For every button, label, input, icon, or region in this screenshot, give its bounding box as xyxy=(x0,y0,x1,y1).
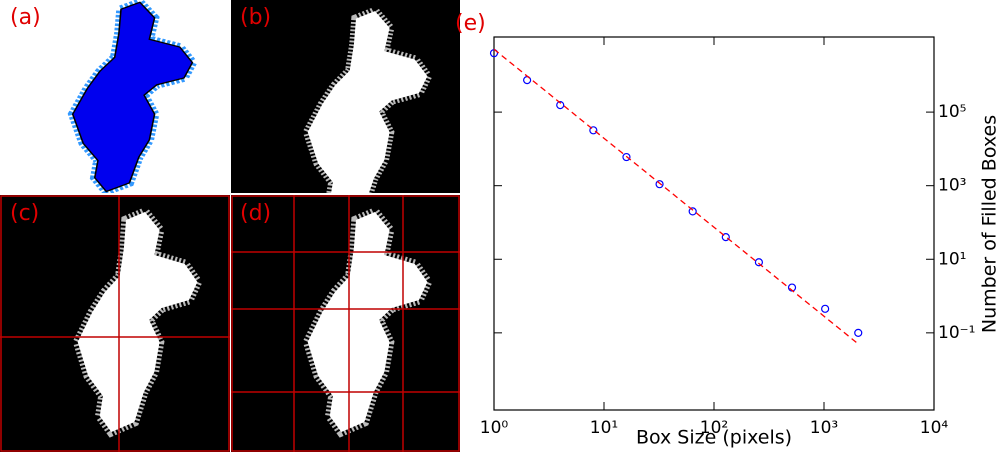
x-tick-label: 10³ xyxy=(810,418,838,438)
panel-c-image xyxy=(0,195,230,452)
data-point xyxy=(721,233,730,242)
data-point xyxy=(556,101,565,110)
x-tick-label: 10⁰ xyxy=(480,418,509,438)
panel-d-image xyxy=(231,195,460,452)
data-point xyxy=(754,258,764,267)
panel-label: (b) xyxy=(240,5,271,30)
x-tick-label: 10² xyxy=(700,418,728,438)
panel-label: (e) xyxy=(455,11,486,36)
data-point xyxy=(821,304,830,313)
x-tick-label: 10⁴ xyxy=(920,418,949,438)
fit-line xyxy=(493,48,859,345)
plot-frame xyxy=(493,36,935,411)
y-tick-label: 10⁵ xyxy=(938,102,966,122)
data-point xyxy=(688,207,697,216)
y-axis-label: Number of Filled Boxes xyxy=(979,115,1001,333)
x-axis-label: Box Size (pixels) xyxy=(636,427,792,449)
data-point xyxy=(655,180,664,189)
panel-label: (d) xyxy=(240,201,271,226)
data-point xyxy=(622,152,631,162)
y-tick-label: 10⁻¹ xyxy=(938,323,975,343)
y-tick-label: 10³ xyxy=(938,176,966,196)
panel-a-image xyxy=(0,0,230,193)
data-point xyxy=(589,126,598,135)
panel-b-image xyxy=(231,0,460,193)
y-tick-label: 10¹ xyxy=(938,249,966,269)
data-point xyxy=(854,328,863,337)
panel-label: (c) xyxy=(10,201,39,226)
x-tick-label: 10¹ xyxy=(590,418,618,438)
panel-label: (a) xyxy=(10,5,41,30)
